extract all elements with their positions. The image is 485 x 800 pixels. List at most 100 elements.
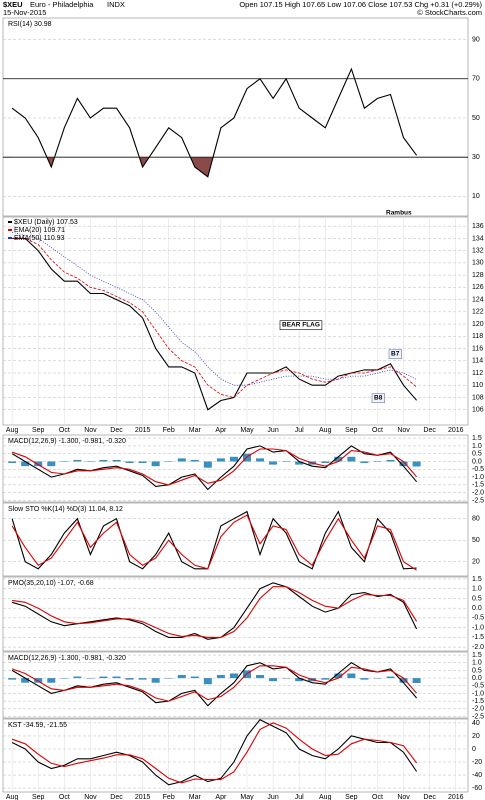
histogram-bar <box>269 678 278 682</box>
y-tick-label: -2.0 <box>472 706 484 713</box>
legend-entry: EMA(50) 110.93 <box>14 235 65 242</box>
histogram-bar <box>334 456 343 462</box>
histogram-bar <box>386 459 395 462</box>
y-tick-label: 118 <box>472 333 483 340</box>
histogram-bar <box>412 461 421 467</box>
legend-entry: $XEU (Daily) 107.53 <box>14 219 78 226</box>
x-tick-label: Feb <box>163 794 175 800</box>
y-tick-label: 0.5 <box>472 667 482 674</box>
y-tick-label: 0.0 <box>472 458 482 465</box>
histogram-bar <box>138 678 147 680</box>
y-tick-label: 1.0 <box>472 586 482 593</box>
x-tick-label: Jul <box>295 427 304 434</box>
histogram-bar <box>229 673 238 679</box>
x-tick-label: Mar <box>189 794 202 800</box>
x-tick-label: Nov <box>397 794 410 800</box>
histogram-bar <box>21 678 30 683</box>
y-tick-label: 130 <box>472 260 484 267</box>
histogram-bar <box>112 676 121 679</box>
histogram-bar <box>99 459 108 462</box>
y-tick-label: 108 <box>472 394 484 401</box>
series-line <box>11 662 418 707</box>
legend-entry: EMA(20) 109.71 <box>14 227 65 234</box>
histogram-bar <box>60 461 69 462</box>
legend-swatch <box>8 229 12 231</box>
x-tick-label: Aug <box>6 427 19 434</box>
x-tick-label: Aug <box>319 794 332 800</box>
y-tick-label: -2.0 <box>472 489 484 496</box>
series-line <box>11 665 418 702</box>
panel-title: Slow STO %K(14) %D(3) 11.04, 8.12 <box>8 506 123 513</box>
x-tick-label: Oct <box>372 427 383 434</box>
y-tick-label: 112 <box>472 370 483 377</box>
x-tick-label: May <box>240 794 254 800</box>
x-tick-label: Dec <box>423 794 436 800</box>
series-line <box>11 448 418 486</box>
symbol: $XEU <box>3 0 23 9</box>
histogram-bar <box>34 678 43 683</box>
histogram-bar <box>399 678 408 683</box>
panel-title: MACD(12,26,9) -1.300, -0.981, -0.320 <box>8 655 126 662</box>
histogram-bar <box>399 461 408 467</box>
histogram-bar <box>112 459 121 462</box>
y-tick-label: 128 <box>472 272 484 279</box>
y-tick-label: 116 <box>472 345 483 352</box>
histogram-bar <box>334 673 343 679</box>
y-tick-label: 120 <box>472 321 484 328</box>
histogram-bar <box>203 461 212 468</box>
y-tick-label: 136 <box>472 223 484 230</box>
y-tick-label: 1.0 <box>472 660 482 667</box>
y-tick-label: 124 <box>472 296 484 303</box>
x-tick-label: Feb <box>163 427 175 434</box>
x-tick-label: Dec <box>423 427 436 434</box>
x-tick-label: Aug <box>319 427 332 434</box>
x-tick-label: Sep <box>345 427 358 434</box>
y-tick-label: -20 <box>472 759 482 766</box>
histogram-bar <box>229 456 238 462</box>
annotation: B8 <box>374 395 383 402</box>
x-tick-label: Nov <box>84 794 97 800</box>
y-tick-label: 0.0 <box>472 675 482 682</box>
histogram-bar <box>125 678 134 680</box>
y-tick-label: 134 <box>472 235 484 242</box>
y-tick-label: 0.5 <box>472 451 482 458</box>
instrument-name: Euro - Philadelphia <box>30 0 94 9</box>
histogram-bar <box>34 461 43 467</box>
y-tick-label: 126 <box>472 284 484 291</box>
y-tick-label: 1.5 <box>472 652 482 659</box>
histogram-bar <box>321 461 330 464</box>
histogram-bar <box>190 459 199 462</box>
y-tick-label: -2.0 <box>472 644 484 651</box>
panel-frame <box>2 216 469 426</box>
x-tick-label: 2015 <box>135 794 151 800</box>
histogram-bar <box>164 461 173 462</box>
date: 15-Nov-2015 <box>3 8 46 17</box>
histogram-bar <box>386 676 395 679</box>
histogram-bar <box>256 675 265 679</box>
histogram-bar <box>86 461 95 462</box>
y-tick-label: 70 <box>472 76 480 83</box>
panel-frame <box>2 502 469 577</box>
y-tick-label: 90 <box>472 36 480 43</box>
panel-title: PMO(35,20,10) -1.07, -0.68 <box>8 580 94 587</box>
histogram-bar <box>295 461 304 465</box>
histogram-bar <box>256 458 265 462</box>
histogram-bar <box>8 678 17 680</box>
annotation: BEAR FLAG <box>282 322 320 329</box>
x-tick-label: Nov <box>84 427 97 434</box>
annotation: Rambus <box>386 210 412 217</box>
histogram-bar <box>8 461 17 464</box>
histogram-bar <box>99 676 108 679</box>
y-tick-label: 110 <box>472 382 483 389</box>
histogram-bar <box>216 675 225 679</box>
y-tick-label: 30 <box>472 154 480 161</box>
histogram-bar <box>203 678 212 685</box>
x-tick-label: Sep <box>32 794 45 800</box>
panel-frame <box>2 718 469 793</box>
x-tick-label: Oct <box>372 794 383 800</box>
y-tick-label: -1.0 <box>472 690 484 697</box>
y-tick-label: -40 <box>472 772 482 779</box>
annotation-box <box>371 393 385 404</box>
y-tick-label: 0 <box>472 746 476 753</box>
y-tick-label: -0.5 <box>472 615 484 622</box>
